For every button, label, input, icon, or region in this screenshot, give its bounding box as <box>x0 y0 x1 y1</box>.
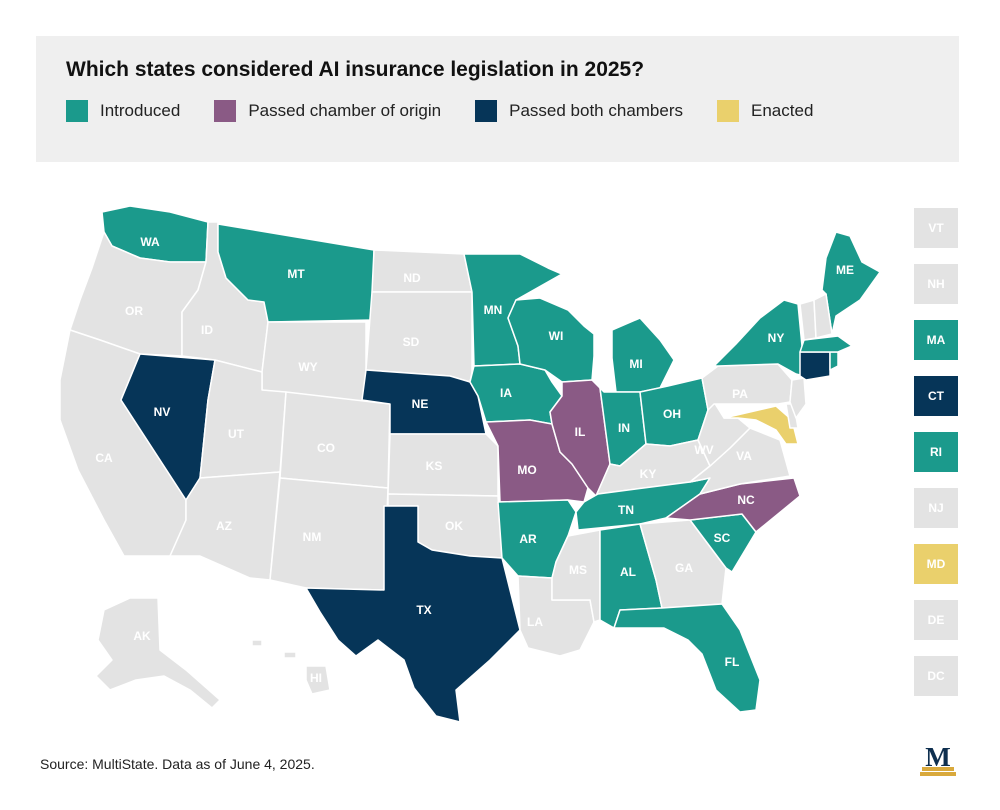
state-label-nv: NV <box>154 405 171 419</box>
state-ri <box>829 351 839 371</box>
state-label-wy: WY <box>298 360 317 374</box>
state-hi <box>251 639 331 695</box>
state-md <box>723 405 799 445</box>
legend-item-introduced: Introduced <box>66 100 180 122</box>
legend-label: Passed both chambers <box>509 101 684 120</box>
state-label-tn: TN <box>618 503 634 517</box>
state-label-oh: OH <box>663 407 681 421</box>
state-fl <box>613 603 761 713</box>
state-label-ut: UT <box>228 427 245 441</box>
small-state-vt: VT <box>914 208 958 248</box>
legend: Introduced Passed chamber of origin Pass… <box>66 100 847 122</box>
legend-item-passed-both: Passed both chambers <box>475 100 683 122</box>
legend-item-enacted: Enacted <box>717 100 813 122</box>
state-label-pa: PA <box>732 387 748 401</box>
state-label-il: IL <box>575 425 586 439</box>
state-label-ga: GA <box>675 561 693 575</box>
state-label-nc: NC <box>737 493 755 507</box>
state-label-co: CO <box>317 441 335 455</box>
state-label-tx: TX <box>416 603 431 617</box>
state-label-me: ME <box>836 263 854 277</box>
legend-swatch-passed-chamber <box>214 100 237 122</box>
logo-bar-bottom <box>920 772 956 776</box>
state-nm <box>269 477 389 591</box>
state-label-ok: OK <box>445 519 463 533</box>
state-co <box>279 391 391 489</box>
state-label-ms: MS <box>569 563 587 577</box>
state-label-or: OR <box>125 304 143 318</box>
state-label-hi: HI <box>310 671 322 685</box>
state-label-wi: WI <box>549 329 564 343</box>
logo-bar-top <box>922 767 954 771</box>
state-label-mn: MN <box>484 303 503 317</box>
state-label-al: AL <box>620 565 636 579</box>
state-il <box>549 379 611 497</box>
state-nd <box>371 249 473 293</box>
state-label-ks: KS <box>426 459 443 473</box>
state-label-in: IN <box>618 421 630 435</box>
state-label-va: VA <box>736 449 752 463</box>
map-title: Which states considered AI insurance leg… <box>66 58 645 81</box>
state-label-fl: FL <box>725 655 740 669</box>
state-label-id: ID <box>201 323 213 337</box>
state-label-sd: SD <box>403 335 420 349</box>
state-nj <box>789 377 807 419</box>
state-label-ca: CA <box>95 451 113 465</box>
state-label-wa: WA <box>140 235 160 249</box>
us-map: WA OR CA NV ID MT WY UT AZ CO NM ND SD NE KS OK TX MN IA MO… <box>59 205 881 723</box>
legend-item-passed-chamber: Passed chamber of origin <box>214 100 441 122</box>
legend-label: Enacted <box>751 101 814 120</box>
state-label-sc: SC <box>714 531 731 545</box>
source-note: Source: MultiState. Data as of June 4, 2… <box>40 756 315 772</box>
small-state-nh: NH <box>914 264 958 304</box>
state-label-ne: NE <box>412 397 429 411</box>
state-label-wv: WV <box>694 443 713 457</box>
state-ks <box>387 433 499 497</box>
state-label-mt: MT <box>287 267 305 281</box>
state-ct <box>799 351 831 381</box>
legend-swatch-introduced <box>66 100 88 122</box>
small-state-dc: DC <box>914 656 958 696</box>
state-ak <box>95 597 221 709</box>
state-label-az: AZ <box>216 519 232 533</box>
state-label-ak: AK <box>133 629 151 643</box>
state-mi <box>611 317 675 393</box>
state-label-mi: MI <box>629 357 642 371</box>
state-label-la: LA <box>527 615 543 629</box>
state-label-ar: AR <box>519 532 537 546</box>
multistate-logo: M <box>920 742 956 776</box>
small-state-de: DE <box>914 600 958 640</box>
small-state-ct: CT <box>914 376 958 416</box>
state-me <box>821 231 881 335</box>
legend-label: Passed chamber of origin <box>248 101 442 120</box>
state-label-mo: MO <box>517 463 536 477</box>
state-nh <box>813 293 833 339</box>
state-ny <box>713 299 805 377</box>
logo-letter: M <box>925 742 950 772</box>
state-label-nd: ND <box>403 271 421 285</box>
small-state-ma: MA <box>914 320 958 360</box>
small-state-nj: NJ <box>914 488 958 528</box>
state-label-ny: NY <box>768 331 785 345</box>
state-tx <box>305 505 521 723</box>
small-state-ri: RI <box>914 432 958 472</box>
state-label-ia: IA <box>500 386 512 400</box>
legend-swatch-enacted <box>717 100 740 122</box>
state-label-nm: NM <box>303 530 322 544</box>
legend-label: Introduced <box>100 101 181 120</box>
legend-swatch-passed-both <box>475 100 498 122</box>
state-ma <box>799 335 853 353</box>
state-label-ky: KY <box>640 467 657 481</box>
small-state-md: MD <box>914 544 958 584</box>
header-panel: Which states considered AI insurance leg… <box>36 36 959 162</box>
